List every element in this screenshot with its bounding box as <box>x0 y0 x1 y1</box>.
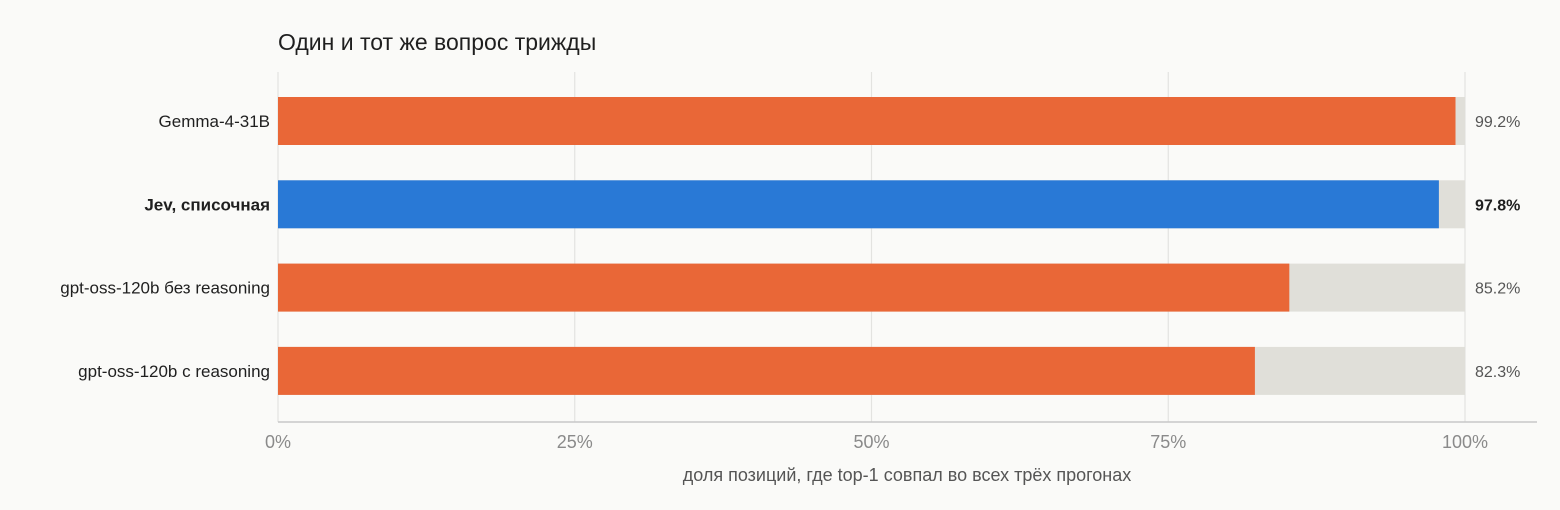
value-label: 85.2% <box>1475 281 1520 298</box>
x-tick-labels: 0% 25% 50% 75% 100% <box>265 432 1488 452</box>
x-tick-label: 0% <box>265 432 291 452</box>
value-label: 99.2% <box>1475 114 1520 131</box>
value-label: 82.3% <box>1475 364 1520 381</box>
x-tick-label: 25% <box>557 432 593 452</box>
category-label: gpt-oss-120b с reasoning <box>78 362 270 381</box>
x-tick-label: 100% <box>1442 432 1488 452</box>
value-label: 97.8% <box>1475 197 1520 214</box>
bar <box>278 263 1290 312</box>
bar <box>278 346 1255 395</box>
bar <box>278 180 1439 229</box>
bar <box>278 97 1456 145</box>
category-label: Gemma-4-31B <box>159 112 270 131</box>
bars-group: Gemma-4-31B 99.2% Jev, списочная 97.8% gpt-o… <box>60 97 1520 395</box>
x-tick-label: 75% <box>1150 432 1186 452</box>
category-label: Jev, списочная <box>144 195 270 214</box>
x-tick-label: 50% <box>853 432 889 452</box>
chart-title: Один и тот же вопрос трижды <box>278 29 596 55</box>
category-label: gpt-oss-120b без reasoning <box>60 279 270 298</box>
x-axis-label: доля позиций, где top-1 совпал во всех т… <box>683 465 1132 485</box>
